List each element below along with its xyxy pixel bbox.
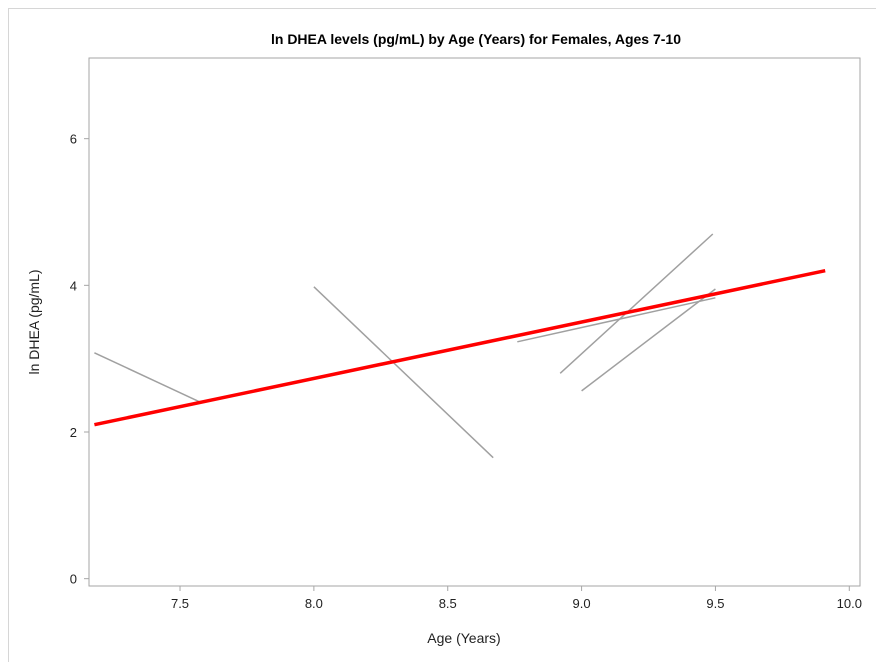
fit-line [94, 268, 826, 427]
y-tick-label: 4 [70, 278, 77, 293]
y-tick-label: 6 [70, 132, 77, 147]
individual-line [94, 352, 202, 404]
chart-frame [8, 8, 876, 662]
x-axis: 7.5 8.0 8.5 9.0 9.5 10.0 [171, 586, 862, 611]
individual-line [313, 286, 494, 459]
x-tick-label: 7.5 [171, 596, 189, 611]
individual-line [517, 297, 716, 343]
x-tick-label: 8.5 [439, 596, 457, 611]
chart-title: ln DHEA levels (pg/mL) by Age (Years) fo… [271, 31, 681, 47]
x-tick-label: 9.0 [573, 596, 591, 611]
y-tick-label: 0 [70, 572, 77, 587]
individual-line [559, 233, 714, 374]
x-tick-label: 8.0 [305, 596, 323, 611]
y-axis-label: ln DHEA (pg/mL) [26, 269, 42, 374]
x-tick-label: 10.0 [837, 596, 862, 611]
y-axis: 0 2 4 6 [70, 132, 89, 587]
x-tick-label: 9.5 [706, 596, 724, 611]
x-axis-label: Age (Years) [427, 630, 500, 646]
y-tick-label: 2 [70, 425, 77, 440]
series-layer [94, 233, 826, 459]
individual-line [581, 288, 716, 392]
plot-area [88, 57, 861, 587]
